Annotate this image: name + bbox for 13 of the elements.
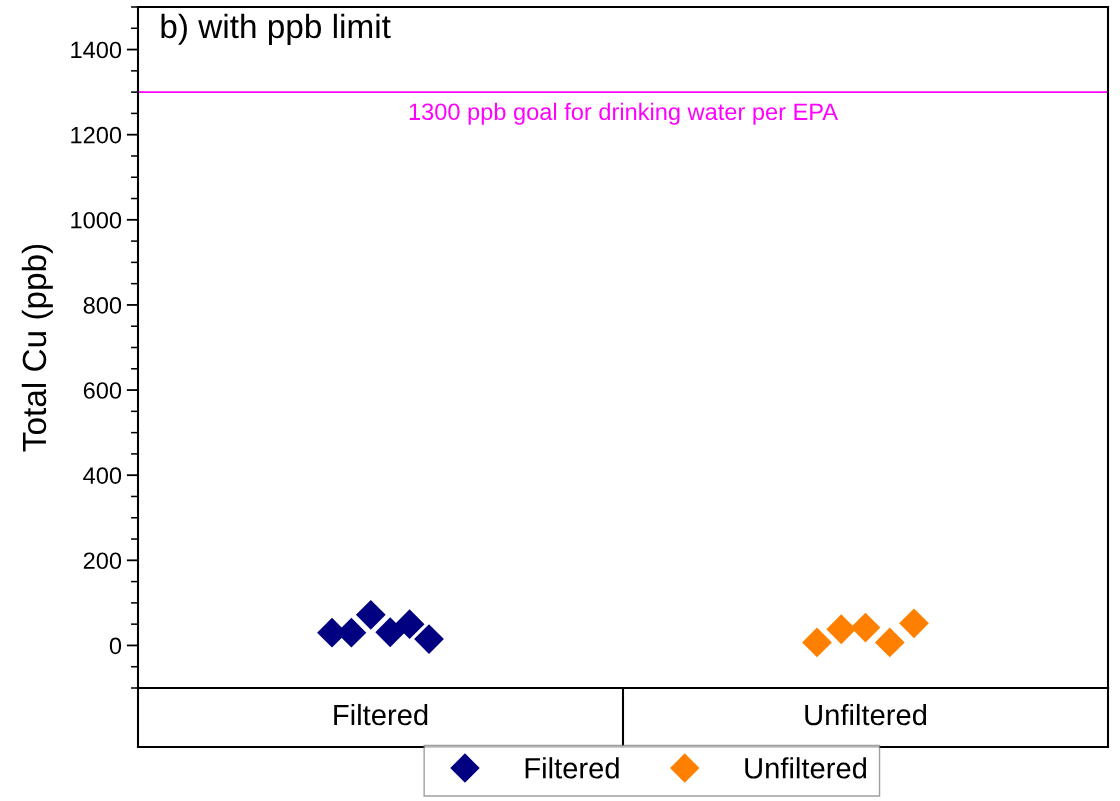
y-tick-label: 600 [83, 382, 122, 399]
chart-title: b) with ppb limit [161, 13, 391, 45]
y-tick-label: 200 [83, 552, 122, 570]
ref-line-label: 1300 ppb goal for drinking water per EPA [409, 102, 839, 125]
legend-label: Unfiltered [745, 757, 866, 779]
y-tick-label: 1200 [71, 126, 122, 144]
y-tick-label: 400 [83, 467, 122, 484]
y-tick-label: 800 [83, 297, 122, 314]
y-tick-label: 1400 [71, 41, 122, 59]
y-tick-label: 0 [109, 637, 122, 655]
legend-label: Filtered [525, 757, 619, 779]
y-tick-label: 1000 [71, 211, 122, 229]
y-axis-title: Total Cu (ppb) [21, 244, 53, 452]
